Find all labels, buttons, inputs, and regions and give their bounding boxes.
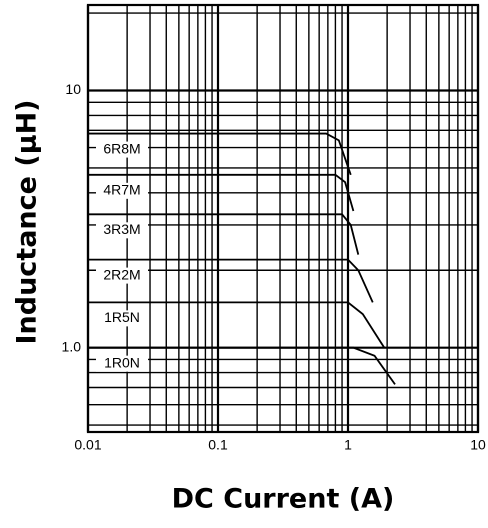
series-label-bg	[96, 182, 148, 199]
x-tick-label: 10	[470, 437, 486, 453]
series-label: 6R8M	[103, 140, 140, 156]
plot-frame	[86, 3, 480, 434]
y-tick-label: 1.0	[62, 338, 82, 354]
x-tick-label: 1	[344, 437, 352, 453]
series-label: 1R0N	[104, 354, 140, 370]
series-label: 3R3M	[103, 221, 140, 237]
series-line	[88, 258, 374, 303]
series-label: 2R2M	[103, 266, 140, 282]
series-line	[88, 132, 352, 176]
x-tick-label: 0.1	[208, 437, 228, 453]
x-tick-label: 0.01	[74, 437, 101, 453]
series-line	[88, 213, 360, 255]
series-label: 4R7M	[103, 182, 140, 198]
x-axis-title: DC Current (A)	[172, 484, 395, 515]
series-label-bg	[96, 267, 148, 284]
series-label-bg	[96, 355, 148, 372]
series-line	[88, 346, 396, 385]
series-label-bg	[96, 310, 148, 327]
series-line	[88, 173, 355, 212]
series-label: 1R5N	[104, 309, 140, 325]
series-label-bg	[96, 222, 148, 239]
series-label-bg	[96, 141, 148, 158]
y-axis-title: Inductance (µH)	[12, 99, 43, 344]
y-tick-label: 10	[65, 81, 81, 97]
series-line	[88, 301, 385, 349]
